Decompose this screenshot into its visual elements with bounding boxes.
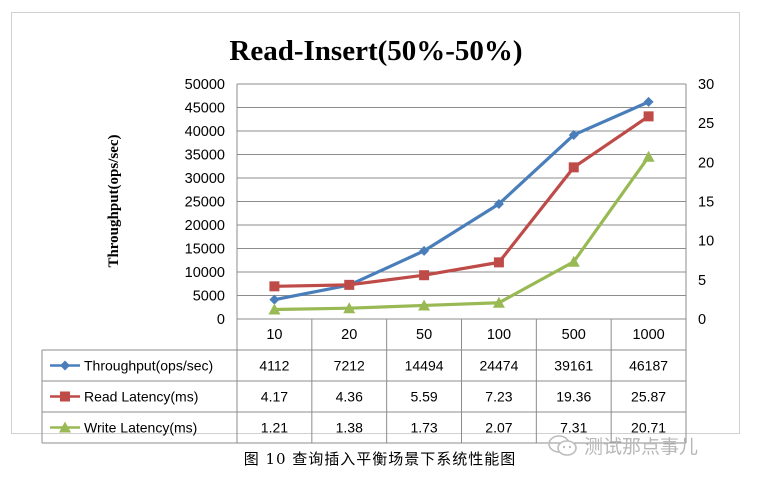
right-tick-label: 15 — [698, 195, 714, 211]
table-cell: 25.87 — [631, 389, 666, 405]
left-tick-label: 30000 — [185, 171, 225, 187]
chart-frame — [11, 12, 740, 434]
left-tick-label: 40000 — [185, 124, 225, 140]
table-cell: 7.23 — [485, 389, 512, 405]
table-cell: 4.17 — [261, 389, 288, 405]
watermark: 测试那点事儿 — [548, 432, 698, 459]
x-tick-label: 500 — [562, 327, 586, 343]
legend-label: Read Latency(ms) — [84, 389, 198, 405]
data-point — [568, 129, 579, 140]
series-line — [274, 115, 650, 288]
table-cell: 1.38 — [336, 420, 363, 436]
table-cell: 46187 — [629, 358, 668, 374]
figure-caption: 图 10 查询插入平衡场景下系统性能图 — [243, 450, 517, 468]
legend-label: Write Latency(ms) — [84, 420, 197, 436]
table-cell: 7.31 — [560, 420, 587, 436]
left-tick-label: 0 — [217, 312, 225, 328]
right-tick-label: 10 — [698, 234, 714, 250]
left-axis-ticks: 0 5000 10000 15000 20000 25000 30000 35000 40000… — [185, 77, 225, 328]
legend-marker — [60, 360, 70, 371]
data-point — [343, 302, 356, 314]
data-point — [419, 245, 430, 256]
data-point — [269, 294, 280, 305]
right-tick-label: 20 — [698, 155, 714, 171]
data-point — [568, 162, 579, 173]
table-cell: 14494 — [405, 358, 444, 374]
legend-marker — [59, 421, 71, 433]
wechat-icon — [548, 434, 577, 456]
right-tick-label: 25 — [698, 116, 714, 132]
data-point — [643, 111, 654, 122]
data-table: 10 20 50 100 500 1000 Throughput(ops/sec) 4112 7… — [41, 318, 687, 444]
series-markers — [268, 96, 655, 315]
data-point — [492, 296, 505, 308]
left-tick-label: 45000 — [185, 101, 225, 117]
left-tick-label: 10000 — [185, 265, 225, 281]
table-cell: 39161 — [554, 358, 593, 374]
data-point — [269, 281, 280, 292]
right-tick-label: 5 — [698, 273, 706, 289]
data-point — [418, 299, 431, 311]
right-tick-label: 0 — [698, 312, 706, 328]
data-point — [493, 198, 504, 209]
x-tick-label: 10 — [266, 327, 282, 343]
chart-title: Read-Insert(50%-50%) — [229, 35, 522, 67]
data-point — [567, 255, 580, 267]
watermark-text: 测试那点事儿 — [584, 436, 699, 458]
y-axis-label: Throughput(ops/sec) — [106, 134, 122, 267]
left-tick-label: 50000 — [185, 77, 225, 93]
right-axis-ticks: 0 5 10 15 20 25 30 — [698, 77, 714, 328]
data-point — [642, 150, 655, 162]
data-point — [493, 257, 504, 268]
x-tick-label: 1000 — [632, 327, 664, 343]
series-line — [274, 100, 650, 302]
legend-label: Throughput(ops/sec) — [84, 358, 213, 374]
right-tick-label: 30 — [698, 77, 714, 93]
table-cell: 7212 — [334, 358, 365, 374]
left-tick-label: 35000 — [185, 148, 225, 164]
series-lines — [274, 100, 650, 312]
data-point — [419, 270, 430, 281]
x-tick-label: 100 — [487, 327, 511, 343]
table-cell: 19.36 — [556, 389, 591, 405]
data-point — [643, 96, 654, 107]
table-cell: 4.36 — [336, 389, 363, 405]
left-tick-label: 5000 — [193, 289, 225, 305]
table-cell: 1.21 — [261, 420, 288, 436]
gridlines — [236, 83, 687, 320]
table-cell: 20.71 — [631, 420, 666, 436]
legend-marker — [60, 391, 70, 402]
x-tick-label: 50 — [416, 327, 432, 343]
left-tick-label: 25000 — [185, 195, 225, 211]
left-tick-label: 20000 — [185, 218, 225, 234]
data-point — [344, 279, 355, 290]
table-cell: 4112 — [259, 358, 289, 374]
x-tick-label: 20 — [341, 327, 357, 343]
table-cell: 1.73 — [410, 420, 437, 436]
table-cell: 5.59 — [410, 389, 437, 405]
data-point — [268, 303, 281, 315]
table-cell: 24474 — [479, 358, 518, 374]
table-cell: 2.07 — [485, 420, 512, 436]
series-line — [274, 155, 650, 312]
left-tick-label: 15000 — [185, 242, 225, 258]
